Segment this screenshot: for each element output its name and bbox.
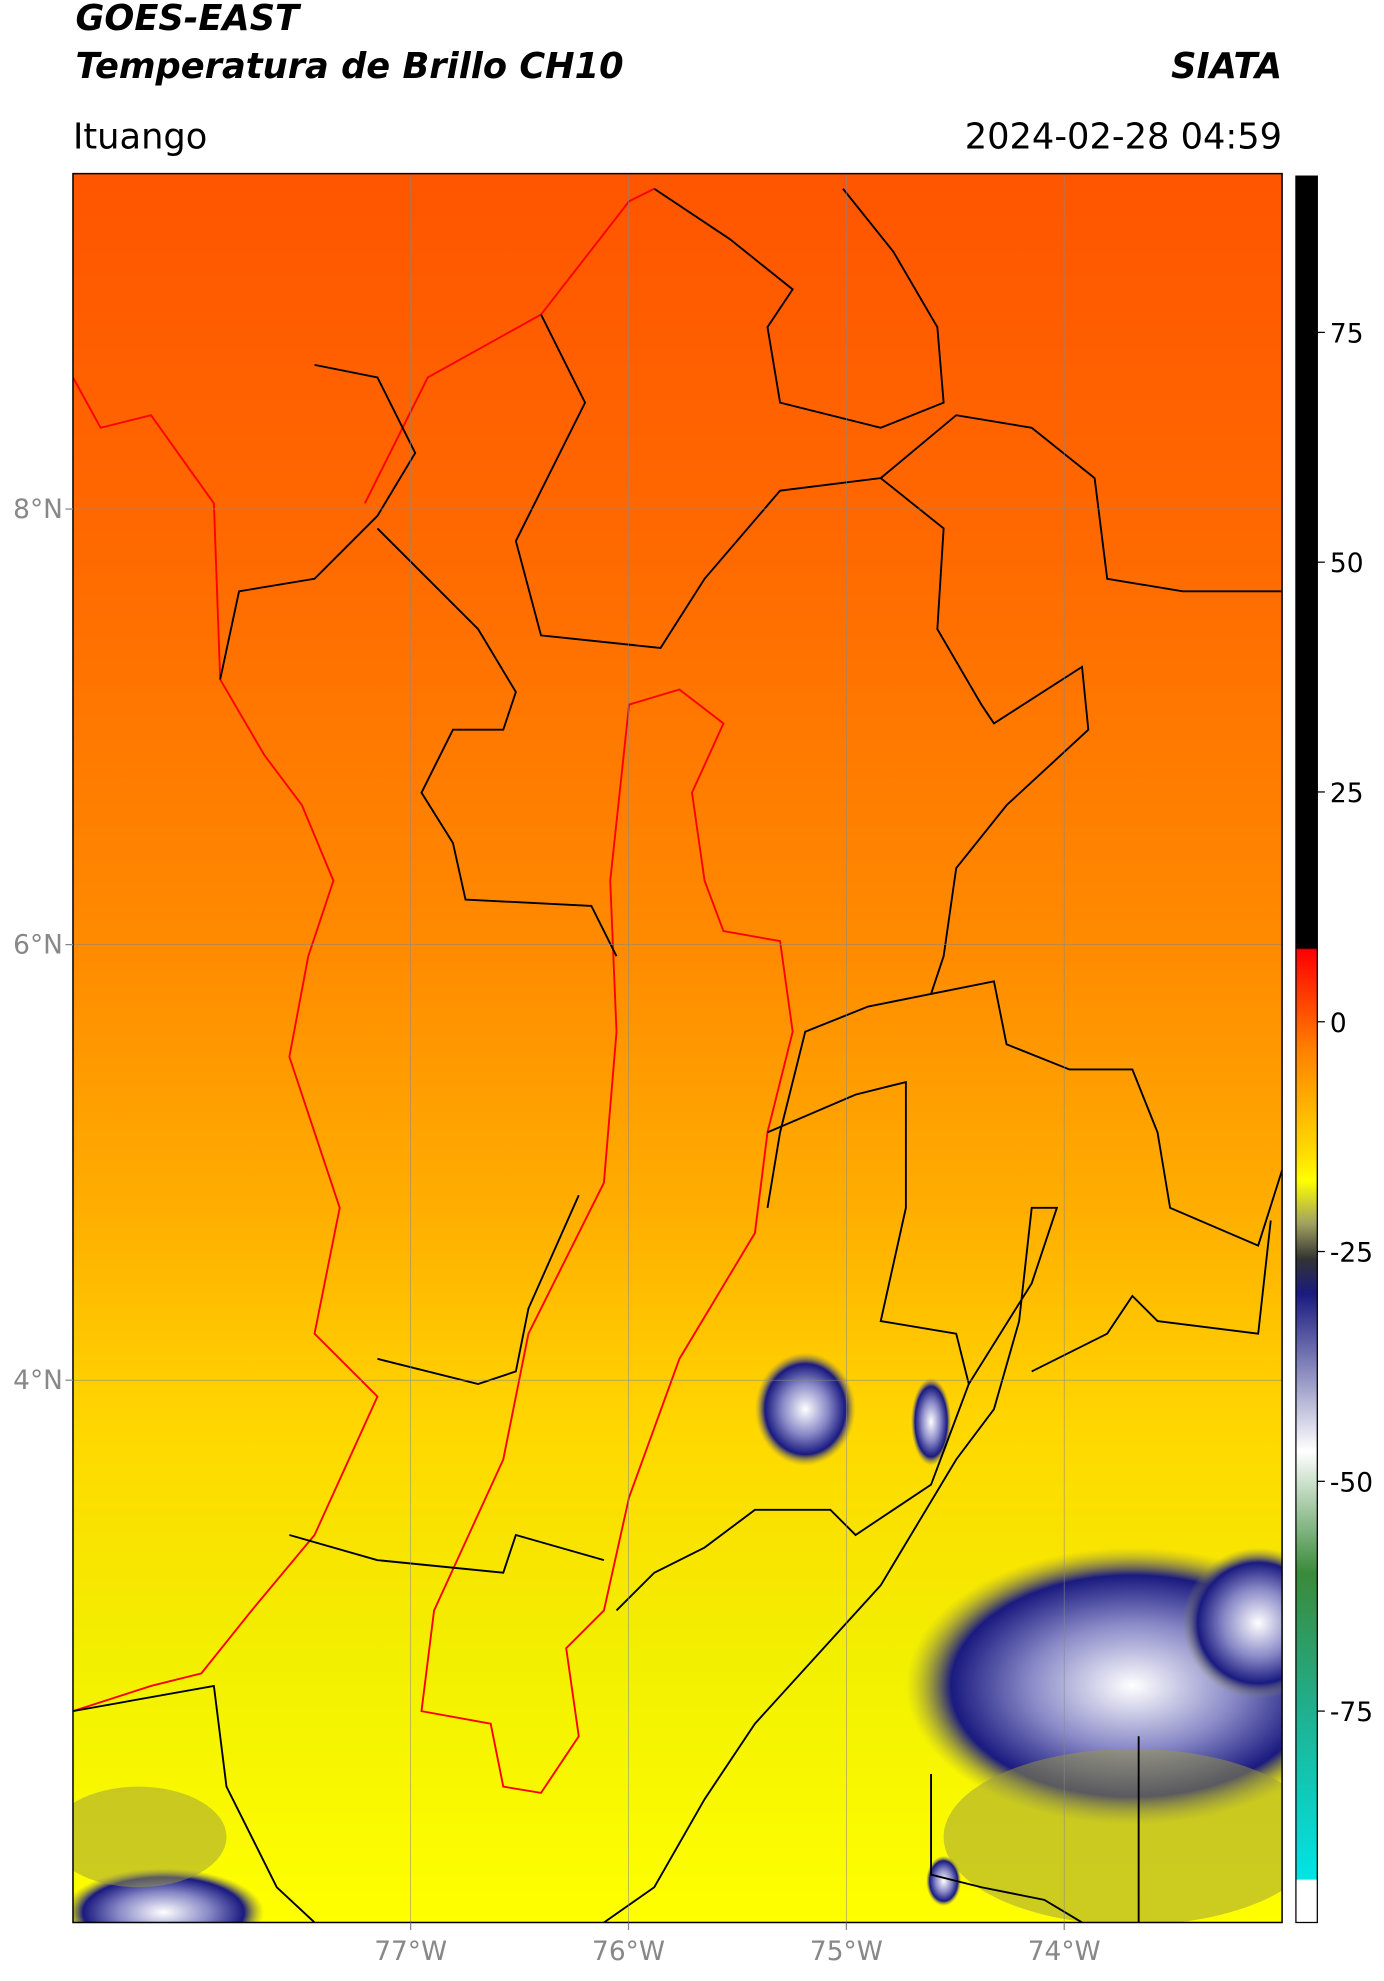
admin-boundaries bbox=[72, 187, 1283, 1923]
cloud bbox=[1182, 1547, 1283, 1699]
lon-tick-label: 76°W bbox=[592, 1936, 665, 1967]
cloud bbox=[754, 1352, 856, 1466]
colorbar-tick-label: -25 bbox=[1330, 1238, 1373, 1269]
colorbar-tick-label: 50 bbox=[1330, 548, 1364, 579]
cloud bbox=[910, 1377, 952, 1466]
lat-tick-label: 4°N bbox=[13, 1365, 63, 1396]
cloud bbox=[72, 1786, 227, 1888]
lon-tick-label: 75°W bbox=[810, 1936, 883, 1967]
coastline bbox=[72, 376, 379, 1713]
lat-tick-label: 6°N bbox=[13, 929, 63, 960]
region: Ituango bbox=[73, 116, 207, 157]
lon-tick-label: 77°W bbox=[374, 1936, 447, 1967]
agency: SIATA bbox=[1171, 46, 1282, 87]
colorbar-tick-label: 25 bbox=[1330, 778, 1364, 809]
colorbar-tick-label: 75 bbox=[1330, 318, 1364, 349]
cloud bbox=[926, 1855, 962, 1907]
colorbar-tick-label: 0 bbox=[1330, 1008, 1347, 1039]
lat-tick-label: 8°N bbox=[13, 494, 63, 525]
colorbar-tick-label: -75 bbox=[1330, 1697, 1373, 1728]
datetime: 2024-02-28 04:59 bbox=[965, 116, 1282, 157]
product-title: Temperatura de Brillo CH10 bbox=[75, 46, 623, 87]
basin-boundary bbox=[420, 688, 794, 1794]
colorbar-tick-label: -50 bbox=[1330, 1467, 1373, 1498]
map-image bbox=[72, 173, 1283, 1923]
colorbar bbox=[1295, 175, 1318, 1924]
cloud bbox=[943, 1748, 1283, 1923]
lon-tick-label: 74°W bbox=[1028, 1936, 1101, 1967]
map-frame bbox=[72, 172, 1283, 1924]
graticule bbox=[72, 173, 1283, 1923]
satellite-title: GOES-EAST bbox=[75, 0, 302, 39]
